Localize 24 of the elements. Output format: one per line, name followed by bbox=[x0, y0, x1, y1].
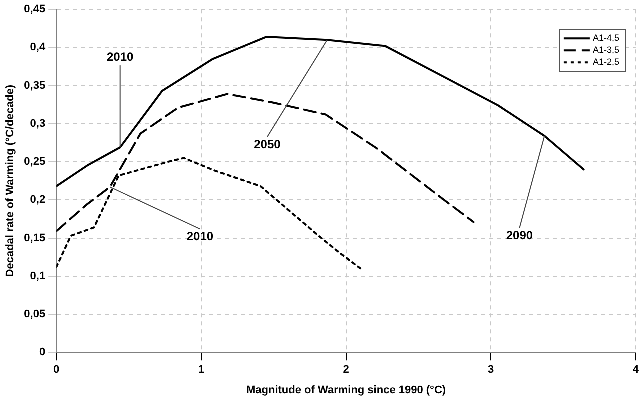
y-tick-label: 0,45 bbox=[24, 4, 46, 16]
y-axis-title: Decadal rate of Warming (°C/decade) bbox=[4, 84, 17, 278]
legend-label: A1-3,5 bbox=[592, 45, 620, 56]
y-tick-label: 0,3 bbox=[30, 118, 46, 130]
x-axis-title: Magnitude of Warming since 1990 (°C) bbox=[246, 384, 446, 396]
x-tick-label: 4 bbox=[632, 364, 640, 376]
x-tick-label: 0 bbox=[54, 364, 60, 376]
x-tick-label: 3 bbox=[488, 364, 494, 376]
y-tick-label: 0,2 bbox=[30, 194, 46, 206]
y-tick-label: 0,35 bbox=[24, 80, 46, 92]
annotation: 2050 bbox=[254, 137, 282, 152]
legend-label: A1-2,5 bbox=[592, 57, 620, 68]
y-tick-label: 0,05 bbox=[24, 308, 46, 321]
annotation: 2010 bbox=[186, 230, 214, 244]
x-tick-label: 1 bbox=[198, 364, 205, 376]
y-tick-label: 0,1 bbox=[30, 270, 46, 282]
x-tick-label: 2 bbox=[343, 364, 350, 376]
y-tick-label: 0,4 bbox=[30, 42, 46, 54]
annotation: 2010 bbox=[106, 50, 134, 64]
legend-label: A1-4,5 bbox=[592, 33, 620, 44]
y-tick-label: 0,25 bbox=[24, 156, 46, 168]
y-tick-label: 0 bbox=[39, 346, 46, 359]
y-tick-label: 0,15 bbox=[24, 232, 46, 244]
annotation: 2090 bbox=[506, 228, 534, 242]
